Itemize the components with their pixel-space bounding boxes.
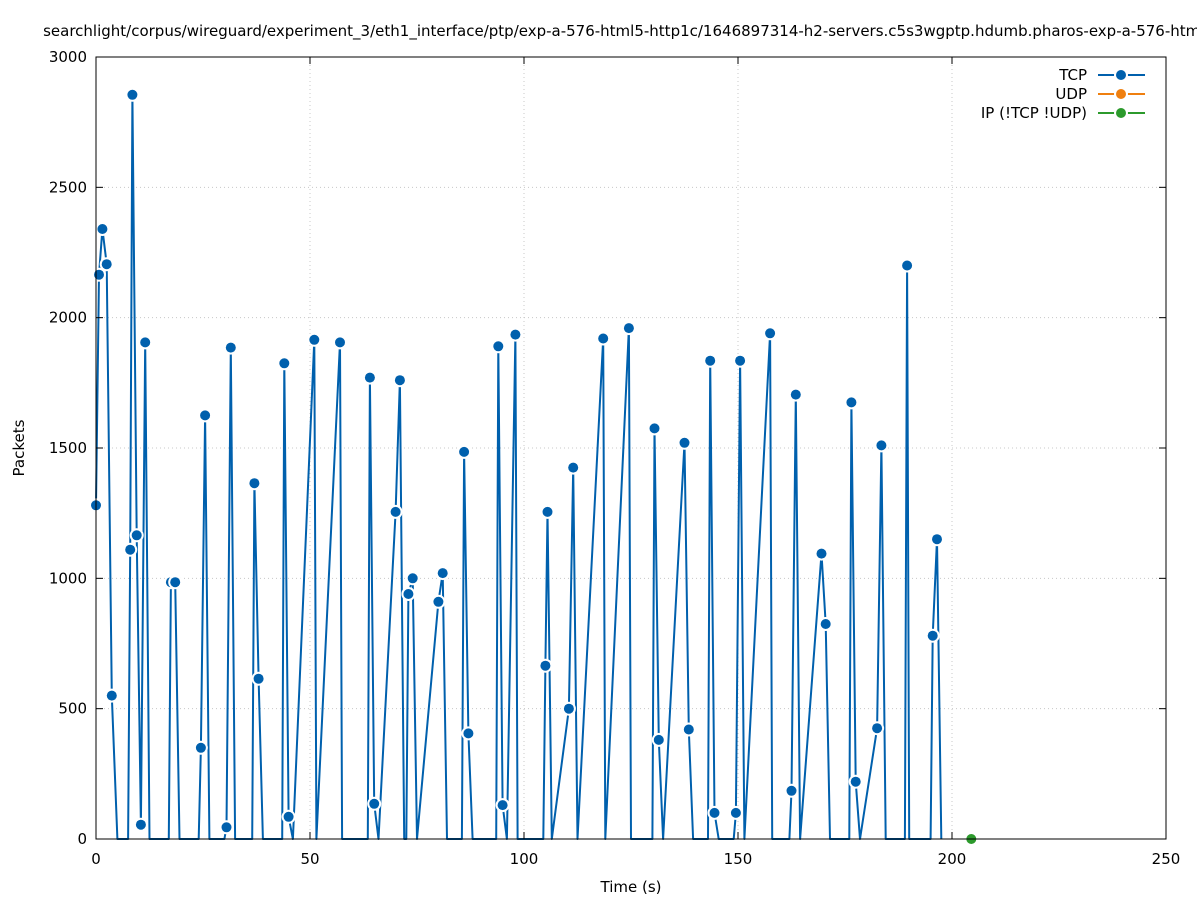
data-point — [735, 355, 746, 366]
y-tick-label: 1000 — [49, 569, 87, 587]
legend-marker — [1116, 70, 1126, 80]
data-point — [850, 776, 861, 787]
data-point — [309, 334, 320, 345]
data-point — [816, 548, 827, 559]
data-point — [170, 577, 181, 588]
y-tick-label: 3000 — [49, 48, 87, 66]
data-point — [279, 358, 290, 369]
data-point — [598, 333, 609, 344]
data-point — [902, 260, 913, 271]
legend-label: UDP — [1055, 85, 1087, 103]
data-point — [459, 446, 470, 457]
data-point — [97, 224, 108, 234]
data-point — [653, 734, 664, 745]
data-point — [106, 690, 117, 701]
data-point — [820, 619, 831, 629]
data-point — [563, 703, 574, 714]
series-tcp — [89, 87, 944, 840]
data-point — [390, 506, 401, 517]
x-tick-label: 150 — [724, 850, 753, 868]
legend-marker — [1116, 108, 1126, 118]
data-point — [679, 437, 690, 448]
data-point — [623, 323, 634, 334]
y-tick-label: 1500 — [49, 439, 87, 457]
data-point — [497, 800, 508, 811]
x-tick-label: 100 — [510, 850, 539, 868]
y-tick-label: 0 — [77, 830, 87, 848]
data-point — [730, 807, 741, 818]
data-point — [221, 822, 232, 833]
chart-title: searchlight/corpus/wireguard/experiment_… — [43, 22, 1197, 41]
x-tick-label: 200 — [938, 850, 967, 868]
data-point — [540, 660, 551, 671]
data-point — [101, 259, 112, 270]
y-tick-label: 2000 — [49, 309, 87, 327]
data-point — [786, 785, 797, 796]
data-point — [649, 423, 660, 434]
data-point — [127, 89, 138, 100]
data-point — [283, 811, 294, 822]
data-point — [433, 596, 444, 607]
legend-label: IP (!TCP !UDP) — [981, 104, 1087, 122]
x-tick-label: 50 — [300, 850, 319, 868]
data-point — [790, 389, 801, 400]
data-point — [407, 573, 418, 584]
x-tick-label: 250 — [1152, 850, 1181, 868]
data-point — [683, 724, 694, 735]
data-point — [195, 742, 206, 753]
data-point — [131, 530, 142, 541]
series-line — [95, 93, 943, 840]
data-point — [510, 329, 521, 340]
data-point — [249, 478, 260, 489]
data-point — [253, 673, 264, 684]
data-point — [394, 375, 405, 386]
data-point — [765, 328, 776, 339]
series-layer — [89, 87, 979, 846]
data-point — [403, 589, 414, 599]
data-point — [369, 798, 380, 809]
y-tick-label: 500 — [58, 700, 87, 718]
data-point — [493, 341, 504, 352]
data-point — [125, 544, 136, 555]
data-point — [335, 337, 345, 348]
data-point — [705, 355, 716, 366]
data-point — [709, 807, 720, 818]
data-point — [140, 337, 151, 348]
data-point — [135, 819, 146, 830]
data-point — [876, 440, 887, 451]
x-tick-label: 0 — [91, 850, 101, 868]
legend-label: TCP — [1058, 66, 1087, 84]
data-point — [225, 342, 236, 353]
data-point — [568, 462, 579, 473]
y-tick-label: 2500 — [49, 178, 87, 196]
y-axis-title: Packets — [10, 419, 28, 476]
data-point — [437, 568, 448, 579]
x-axis-title: Time (s) — [600, 878, 662, 896]
data-point — [364, 372, 375, 383]
data-point — [932, 534, 942, 545]
data-point — [927, 630, 938, 641]
data-point — [463, 728, 474, 739]
legend-marker — [1116, 89, 1126, 99]
data-point — [846, 397, 857, 408]
data-point — [872, 723, 883, 734]
data-point — [542, 506, 553, 517]
data-point — [200, 410, 211, 421]
